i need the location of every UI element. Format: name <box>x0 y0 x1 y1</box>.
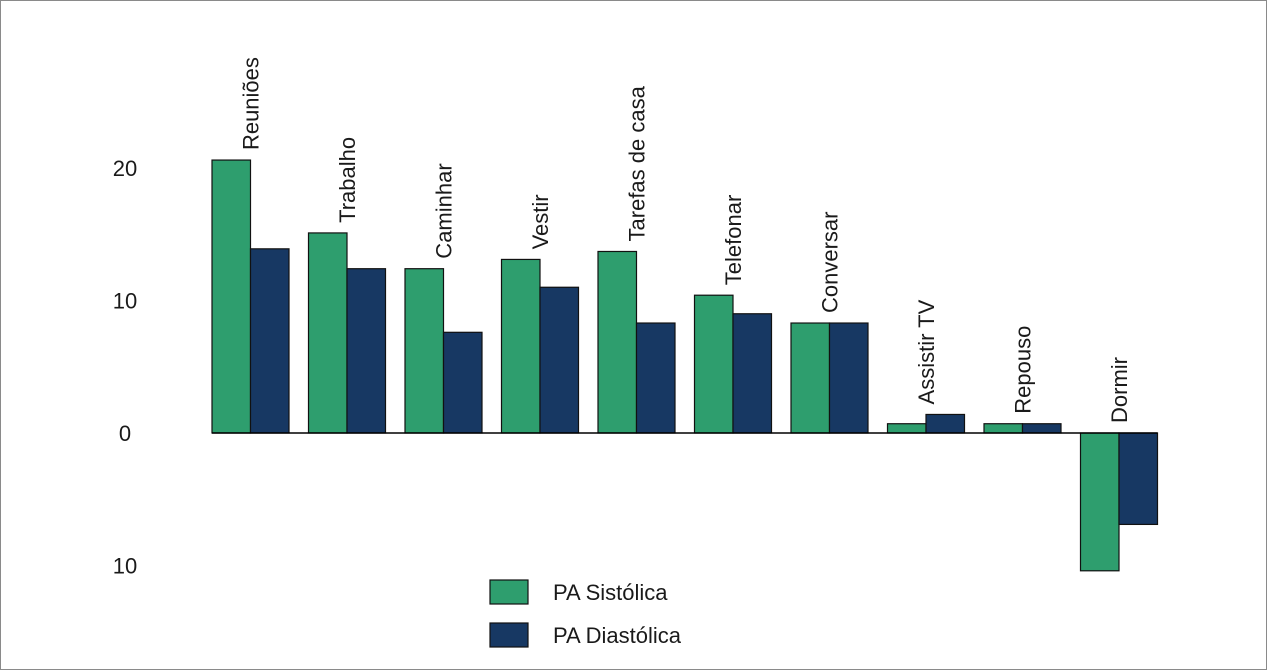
bar-diastolica <box>249 248 290 434</box>
bar-sistolica <box>307 232 348 434</box>
category-label: Telefonar <box>721 195 746 286</box>
bar-sistolica <box>790 322 831 434</box>
bar-diastolica <box>539 286 580 434</box>
category-label: Vestir <box>528 194 553 249</box>
category-label: Repouso <box>1011 326 1036 414</box>
y-tick-label: 20 <box>113 156 137 181</box>
bar-sistolica <box>1079 432 1120 572</box>
category-label: Dormir <box>1107 357 1132 423</box>
y-tick-label: 0 <box>119 421 131 446</box>
bar-diastolica <box>635 322 676 434</box>
category-label: Tarefas de casa <box>625 85 650 241</box>
category-label: Reuniões <box>239 57 264 150</box>
y-tick-label: 10 <box>113 289 137 314</box>
legend-label: PA Sistólica <box>553 580 668 605</box>
bar-sistolica <box>597 250 638 434</box>
bar-sistolica <box>983 423 1024 434</box>
bar-sistolica <box>211 159 252 434</box>
bar-diastolica <box>732 313 773 434</box>
bar-sistolica <box>886 423 927 434</box>
category-label: Conversar <box>818 212 843 313</box>
legend-label: PA Diastólica <box>553 623 682 648</box>
category-label: Assistir TV <box>914 299 939 404</box>
bar-diastolica <box>828 322 869 434</box>
bar-diastolica <box>346 268 387 434</box>
y-tick-label: 10 <box>113 554 137 579</box>
category-label: Trabalho <box>335 137 360 223</box>
y-axis-ticks: 20 10 0 10 <box>113 156 137 579</box>
bar-diastolica <box>925 413 966 434</box>
category-label: Caminhar <box>432 163 457 258</box>
bar-diastolica <box>1118 432 1159 526</box>
category-labels: Reuniões Trabalho Caminhar Vestir Tarefas de… <box>239 57 1133 423</box>
bar-sistolica <box>693 294 734 434</box>
bar-diastolica <box>1021 423 1062 434</box>
legend: PA Sistólica PA Diastólica <box>489 579 682 648</box>
bar-sistolica <box>500 258 541 434</box>
legend-swatch <box>489 579 529 605</box>
legend-swatch <box>489 622 529 648</box>
bar-diastolica <box>442 331 483 434</box>
bar-sistolica <box>404 268 445 434</box>
bars <box>211 159 1159 572</box>
